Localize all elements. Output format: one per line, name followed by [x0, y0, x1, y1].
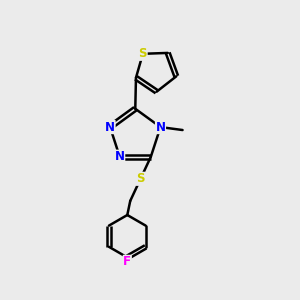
Text: S: S	[136, 172, 145, 185]
Text: F: F	[123, 255, 131, 268]
Text: N: N	[105, 121, 115, 134]
Text: N: N	[155, 121, 166, 134]
Text: N: N	[115, 150, 125, 163]
Text: S: S	[139, 47, 147, 60]
